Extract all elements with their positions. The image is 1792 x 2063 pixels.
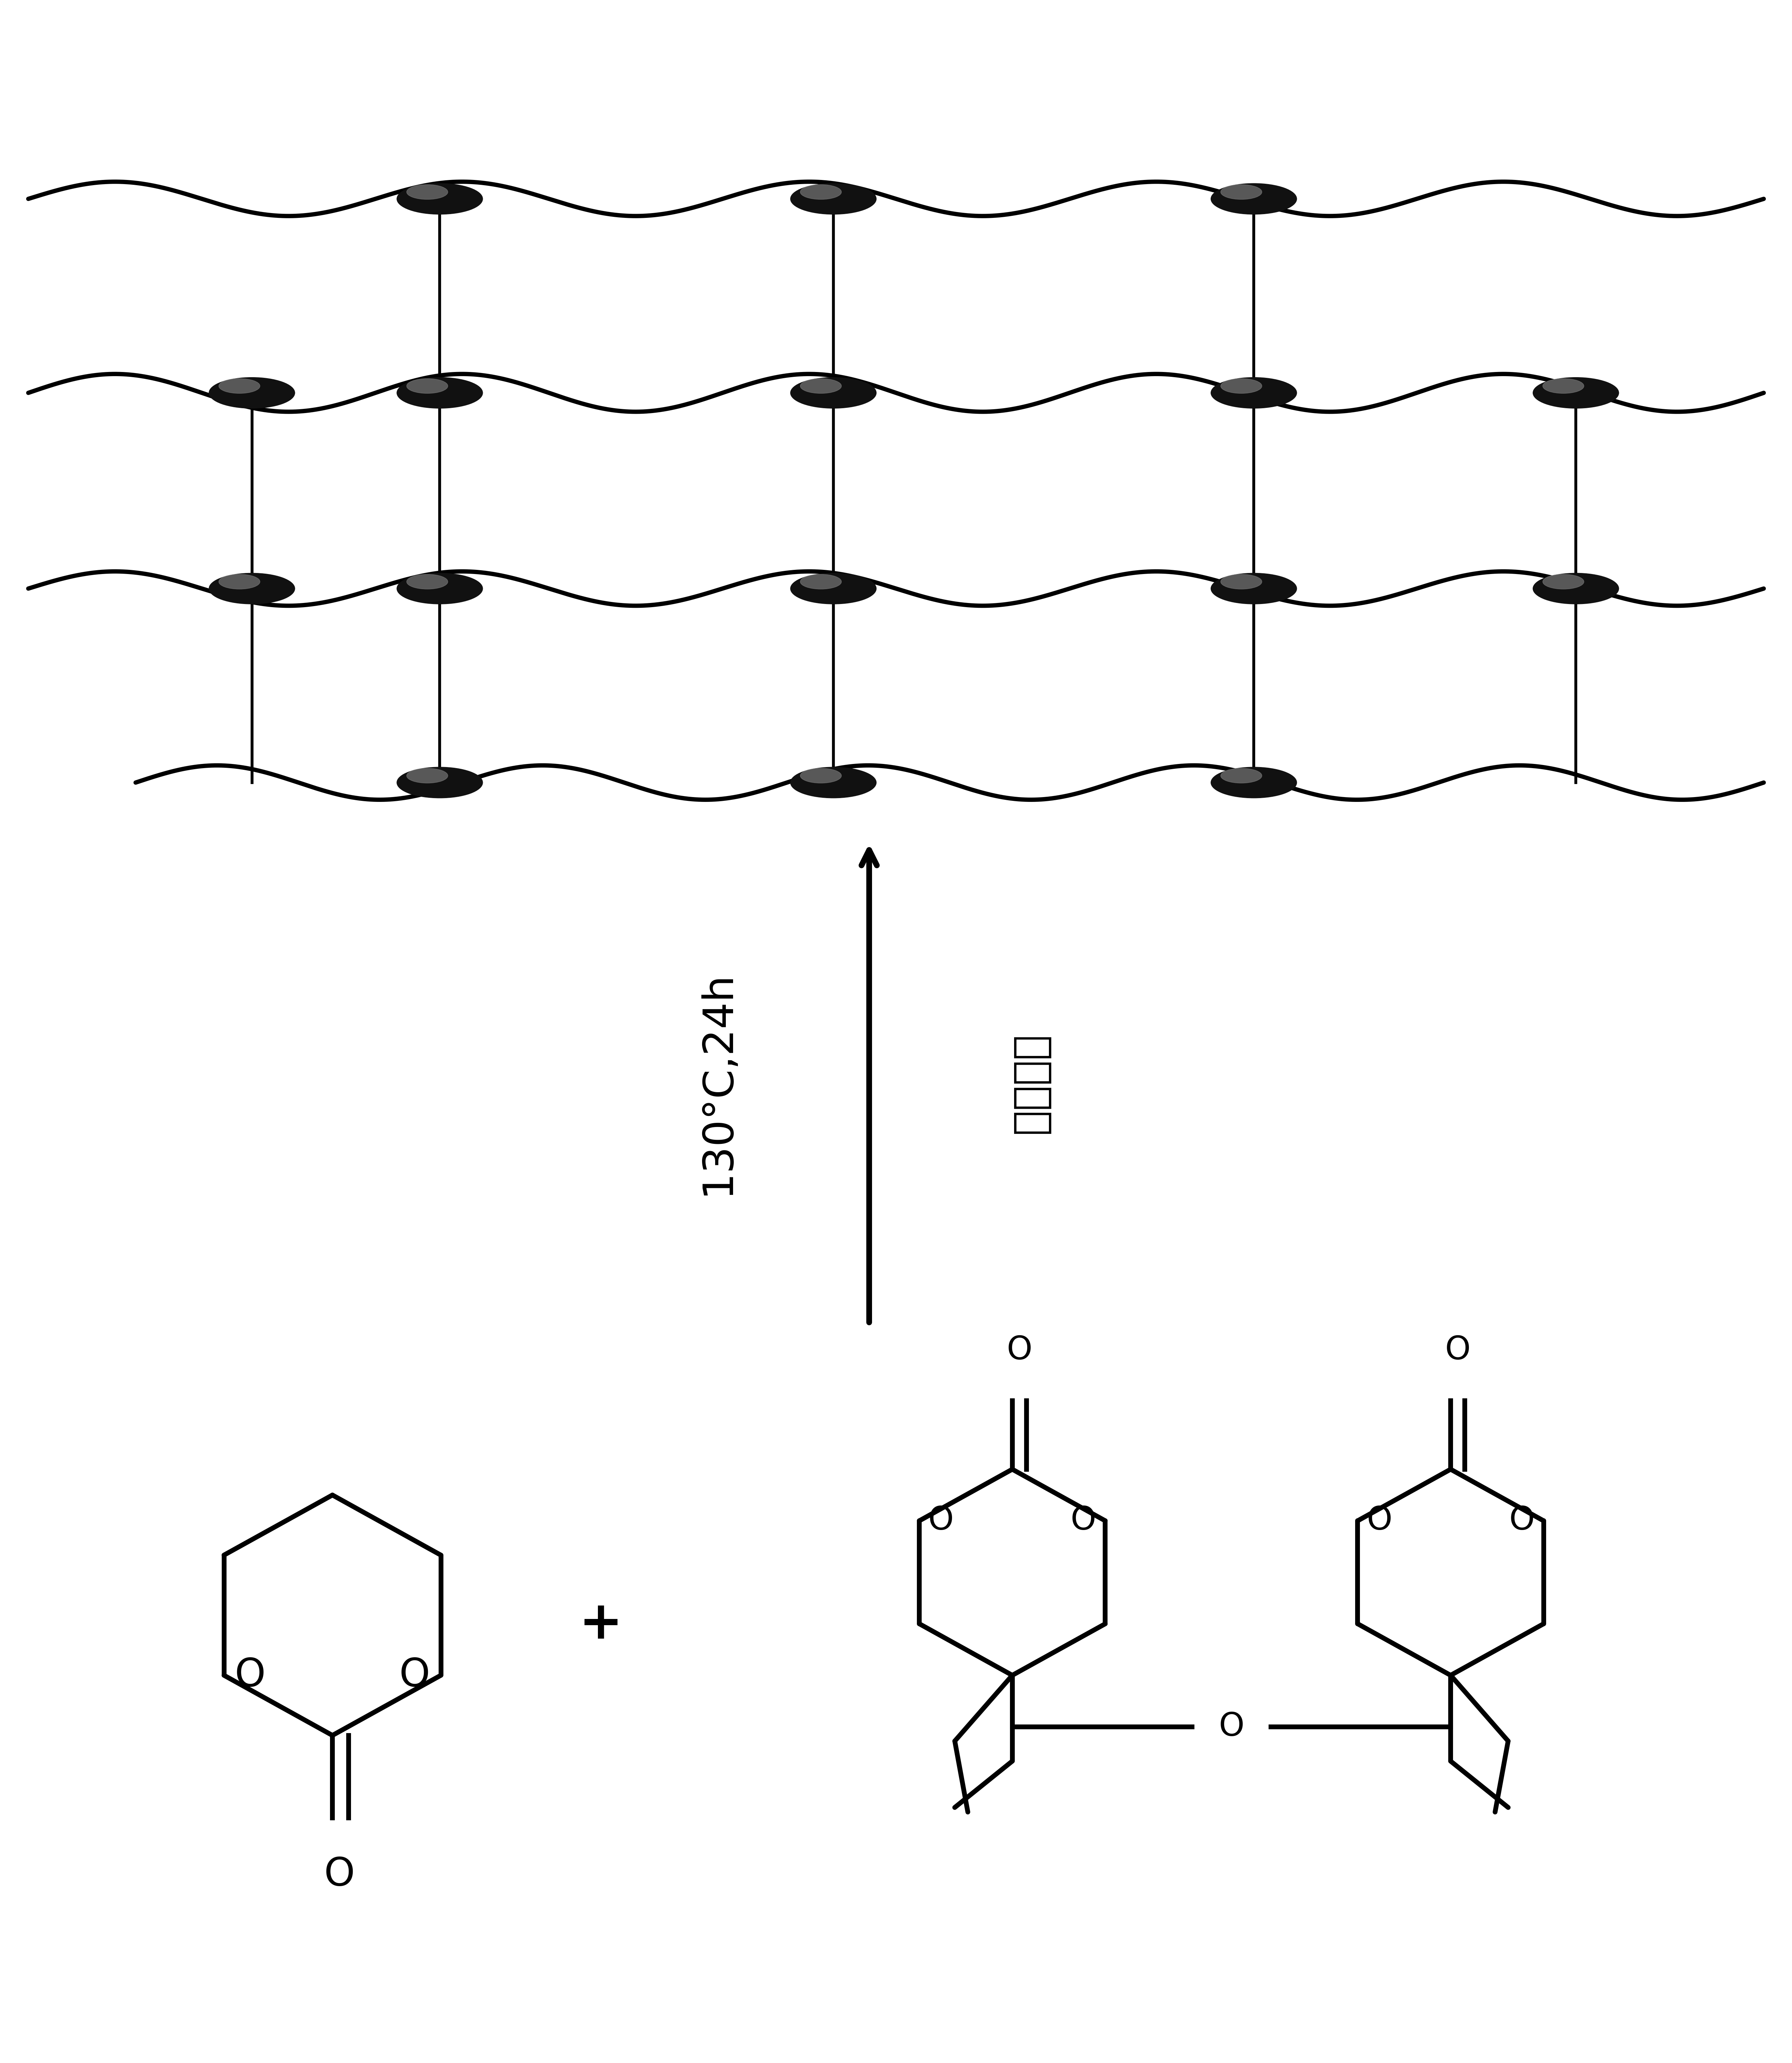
Ellipse shape (396, 574, 482, 604)
Ellipse shape (790, 574, 876, 604)
Text: O: O (324, 1855, 355, 1894)
Ellipse shape (1543, 574, 1584, 590)
Ellipse shape (407, 184, 448, 200)
Text: O: O (1007, 1335, 1032, 1366)
Ellipse shape (210, 574, 296, 604)
Text: 130°C,24h: 130°C,24h (697, 970, 737, 1194)
Ellipse shape (801, 574, 842, 590)
Text: O: O (1444, 1335, 1471, 1366)
Ellipse shape (1211, 378, 1297, 408)
Ellipse shape (801, 184, 842, 200)
Ellipse shape (1543, 380, 1584, 394)
Text: O: O (1509, 1504, 1534, 1537)
Ellipse shape (407, 767, 448, 784)
Ellipse shape (407, 380, 448, 394)
Ellipse shape (1532, 378, 1618, 408)
Text: O: O (1070, 1504, 1097, 1537)
Ellipse shape (1211, 767, 1297, 798)
Ellipse shape (1532, 574, 1618, 604)
Ellipse shape (801, 380, 842, 394)
Ellipse shape (210, 378, 296, 408)
Ellipse shape (396, 767, 482, 798)
Text: O: O (1219, 1710, 1244, 1743)
Text: O: O (1367, 1504, 1392, 1537)
Ellipse shape (396, 378, 482, 408)
Ellipse shape (1220, 184, 1262, 200)
Text: O: O (235, 1657, 265, 1694)
Ellipse shape (219, 574, 260, 590)
Text: +: + (579, 1599, 624, 1650)
Text: O: O (928, 1504, 953, 1537)
Ellipse shape (790, 767, 876, 798)
Ellipse shape (407, 574, 448, 590)
Ellipse shape (1211, 184, 1297, 215)
Ellipse shape (396, 184, 482, 215)
Ellipse shape (1220, 574, 1262, 590)
Ellipse shape (219, 380, 260, 394)
Ellipse shape (790, 378, 876, 408)
Ellipse shape (1220, 767, 1262, 784)
Ellipse shape (801, 767, 842, 784)
Ellipse shape (790, 184, 876, 215)
Ellipse shape (1220, 380, 1262, 394)
Text: 辛酸亚锡: 辛酸亚锡 (1011, 1032, 1050, 1133)
Ellipse shape (1211, 574, 1297, 604)
Text: O: O (400, 1657, 430, 1694)
